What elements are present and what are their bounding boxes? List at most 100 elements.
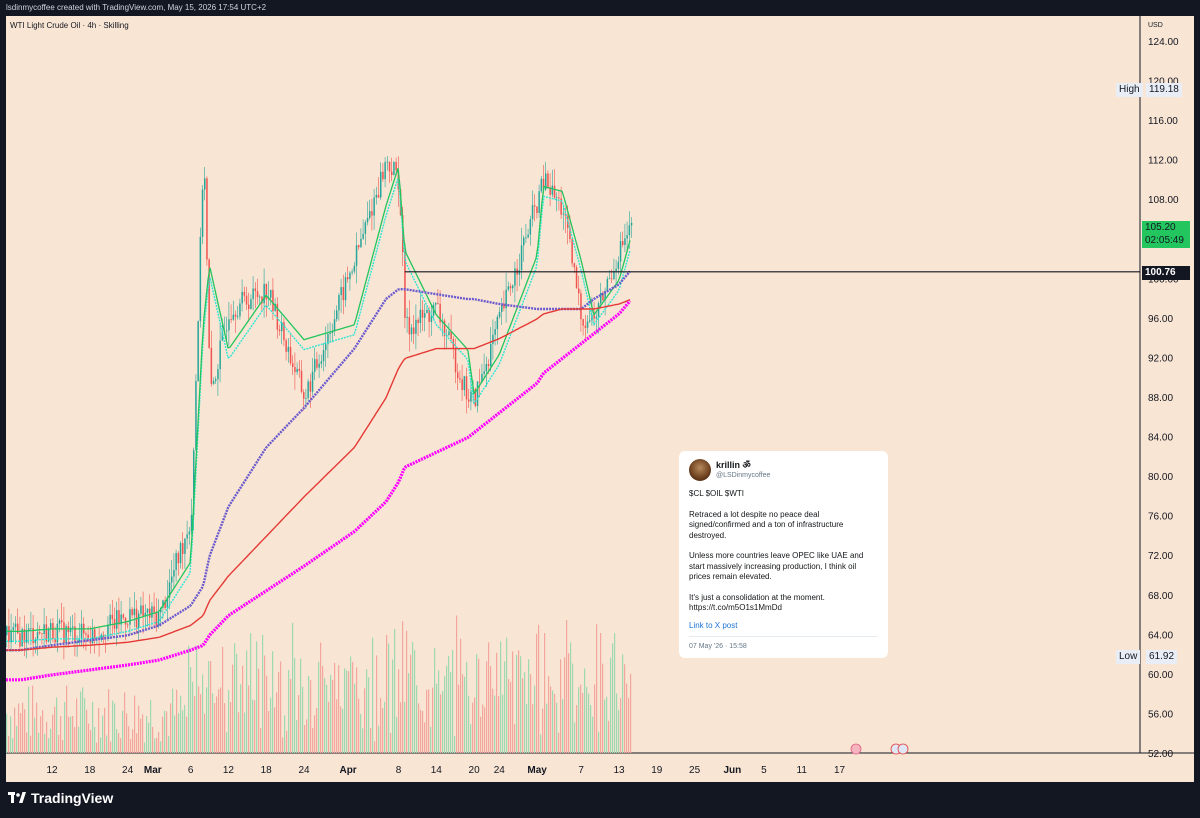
candle-body [212,380,215,384]
tweet-author-handle: @LSDinmycoffee [716,472,771,479]
candle-body [54,638,56,643]
volume-bar [610,657,612,753]
candle-body [179,543,182,564]
candle-body [573,263,576,268]
volume-bar [52,714,54,753]
candle-body [294,367,296,373]
volume-bar [72,715,74,753]
candle-body [382,171,384,180]
candle-body [274,303,276,311]
candle-body [586,321,589,328]
volume-bar [502,694,504,753]
price-chart[interactable]: 124.00120.00116.00112.00108.00104.00100.… [6,16,1194,782]
volume-bar [504,661,506,753]
candle-body [391,171,393,176]
volume-bar [178,713,180,753]
candle-body [333,319,336,332]
candle-body [199,236,202,322]
volume-bar [404,702,406,753]
candle-body [278,329,281,332]
volume-bar [330,674,332,753]
volume-bar [434,647,436,753]
earnings-event-icon[interactable] [850,743,862,755]
volume-bar [40,716,42,753]
candle-body [373,197,375,216]
candle-body [80,623,83,640]
time-tick-label: 20 [469,765,481,776]
volume-bar [424,722,426,753]
volume-bar [382,708,384,753]
volume-bar [342,708,344,753]
tradingview-logo-icon [8,792,26,803]
volume-bar [160,741,162,753]
candle-body [624,238,626,245]
volume-bar [588,693,590,753]
candles[interactable] [6,156,633,660]
candle-body [91,629,94,644]
tweet-card[interactable]: krillin ॐ @LSDinmycoffee $CL $OIL $WTI R… [679,451,888,658]
candle-body [349,272,351,280]
candle-body [245,295,248,305]
volume-bar [440,694,442,753]
symbol-title[interactable]: WTI Light Crude Oil · 4h · Skilling [10,21,129,30]
volume-bar [568,653,570,753]
volume-bar [454,735,456,753]
candle-body [21,629,23,647]
volume-bar [514,723,516,753]
price-tick-label: 68.00 [1148,591,1173,602]
volume-bar [626,683,628,753]
us-flag-event-icon[interactable] [897,743,909,755]
volume-bar [406,630,408,753]
volume-bar [274,707,276,753]
candle-body [338,295,340,311]
candle-body [155,612,158,626]
tweet-link[interactable]: Link to X post [689,621,738,630]
volume-bar [428,689,430,753]
candle-body [197,321,199,382]
candle-body [100,634,103,640]
time-tick-label: 12 [46,765,58,776]
candle-body [410,327,413,335]
candle-body [582,319,584,326]
volume-bar [466,661,468,753]
candle-body [184,538,186,554]
candle-body [142,605,144,617]
candle-body [219,340,221,370]
candle-body [408,316,411,335]
volume-bar [386,634,388,753]
volume-bar [336,699,338,753]
volume-bar [136,733,138,753]
candle-body [283,322,285,341]
volume-bar [554,693,556,753]
price-tick-label: 72.00 [1148,551,1173,562]
price-tick-label: 92.00 [1148,353,1173,364]
candle-body [325,344,327,351]
volume-bar [346,670,348,753]
volume-bar [524,672,526,753]
volume-bar [82,687,84,753]
volume-bar [444,676,446,753]
candle-body [571,238,573,264]
volume-bar [284,715,286,753]
volume-bar [448,655,450,753]
chart-area[interactable]: 124.00120.00116.00112.00108.00104.00100.… [6,16,1194,782]
horizontal-level-tag[interactable]: 100.76 [1142,266,1190,280]
volume-bar [70,716,72,753]
volume-bar [118,732,120,753]
volume-bar [296,720,298,753]
candle-body [215,379,217,381]
volume-bar [584,668,586,753]
volume-bar [240,684,242,753]
candle-body [384,162,386,180]
volume-bar [278,671,280,753]
volume-bar [14,707,16,753]
volume-bar [358,698,360,753]
volume-bar [172,688,174,753]
volume-bar [366,669,368,753]
volume-bar [456,615,458,753]
candle-body [439,303,441,323]
candle-body [263,283,265,304]
volume-bar [432,687,434,753]
candle-body [580,293,582,320]
